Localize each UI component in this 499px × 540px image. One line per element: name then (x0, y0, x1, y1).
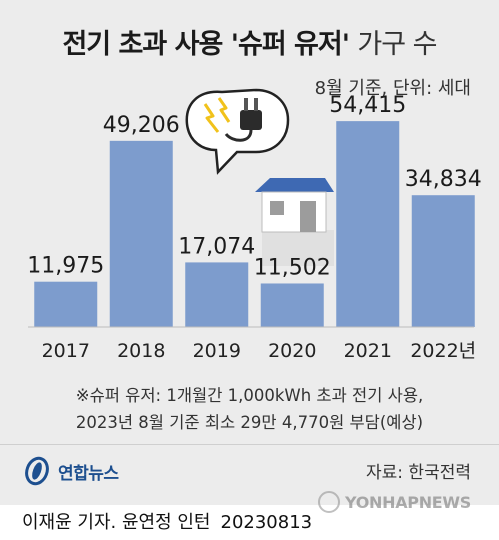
x-tick-2019: 2019 (193, 340, 241, 362)
bar-2019 (185, 262, 249, 327)
bar-2022년 (411, 195, 475, 327)
value-label-2022년: 34,834 (405, 167, 482, 192)
watermark: YONHAPNEWS (318, 491, 471, 513)
bars-group (34, 121, 475, 327)
value-label-2021: 54,415 (329, 93, 406, 118)
yonhap-logo: 연합뉴스 (22, 456, 119, 486)
house-icon (255, 178, 334, 266)
chart-title: 전기 초과 사용 '슈퍼 유저' 가구 수 (0, 22, 499, 61)
title-light: 가구 수 (357, 29, 437, 60)
unit-label: 8월 기준, 단위: 세대 (314, 78, 471, 99)
x-tick-2021: 2021 (344, 340, 392, 362)
source-label: 자료: 한국전력 (366, 463, 471, 483)
bar-2021 (336, 121, 400, 327)
title-bold: 전기 초과 사용 '슈퍼 유저' (62, 29, 350, 60)
value-label-2018: 49,206 (103, 113, 180, 138)
bar-2020 (260, 283, 324, 327)
x-tick-2020: 2020 (268, 340, 316, 362)
watermark-text: YONHAPNEWS (345, 492, 472, 512)
credit-date: 20230813 (220, 512, 313, 533)
value-label-2019: 17,074 (178, 234, 255, 259)
value-label-2017: 11,975 (27, 254, 104, 279)
logo-text: 연합뉴스 (58, 463, 119, 484)
watermark-circle-icon (318, 491, 340, 513)
value-label-2020: 11,502 (254, 255, 331, 280)
x-tick-2017: 2017 (42, 340, 90, 362)
credit-line: 이재윤 기자. 윤연정 인턴 20230813 (22, 508, 312, 534)
plug-icon (185, 88, 290, 175)
footnote: ※슈퍼 유저: 1개월간 1,000kWh 초과 전기 사용, 2023년 8월… (0, 382, 499, 436)
footer-band (0, 444, 499, 506)
bar-2018 (109, 140, 173, 327)
x-tick-labels-group: 2017 2018 2019 2020 2021 2022년 (42, 340, 477, 362)
credit-names: 이재윤 기자. 윤연정 인턴 (22, 512, 211, 533)
bar-2017 (34, 281, 98, 327)
yonhap-logo-icon (25, 456, 49, 486)
footnote-line-1: ※슈퍼 유저: 1개월간 1,000kWh 초과 전기 사용, (75, 386, 424, 405)
footnote-line-2: 2023년 8월 기준 최소 29만 4,770원 부담(예상) (75, 413, 424, 432)
x-tick-2022년: 2022년 (410, 340, 476, 362)
x-tick-2018: 2018 (117, 340, 165, 362)
